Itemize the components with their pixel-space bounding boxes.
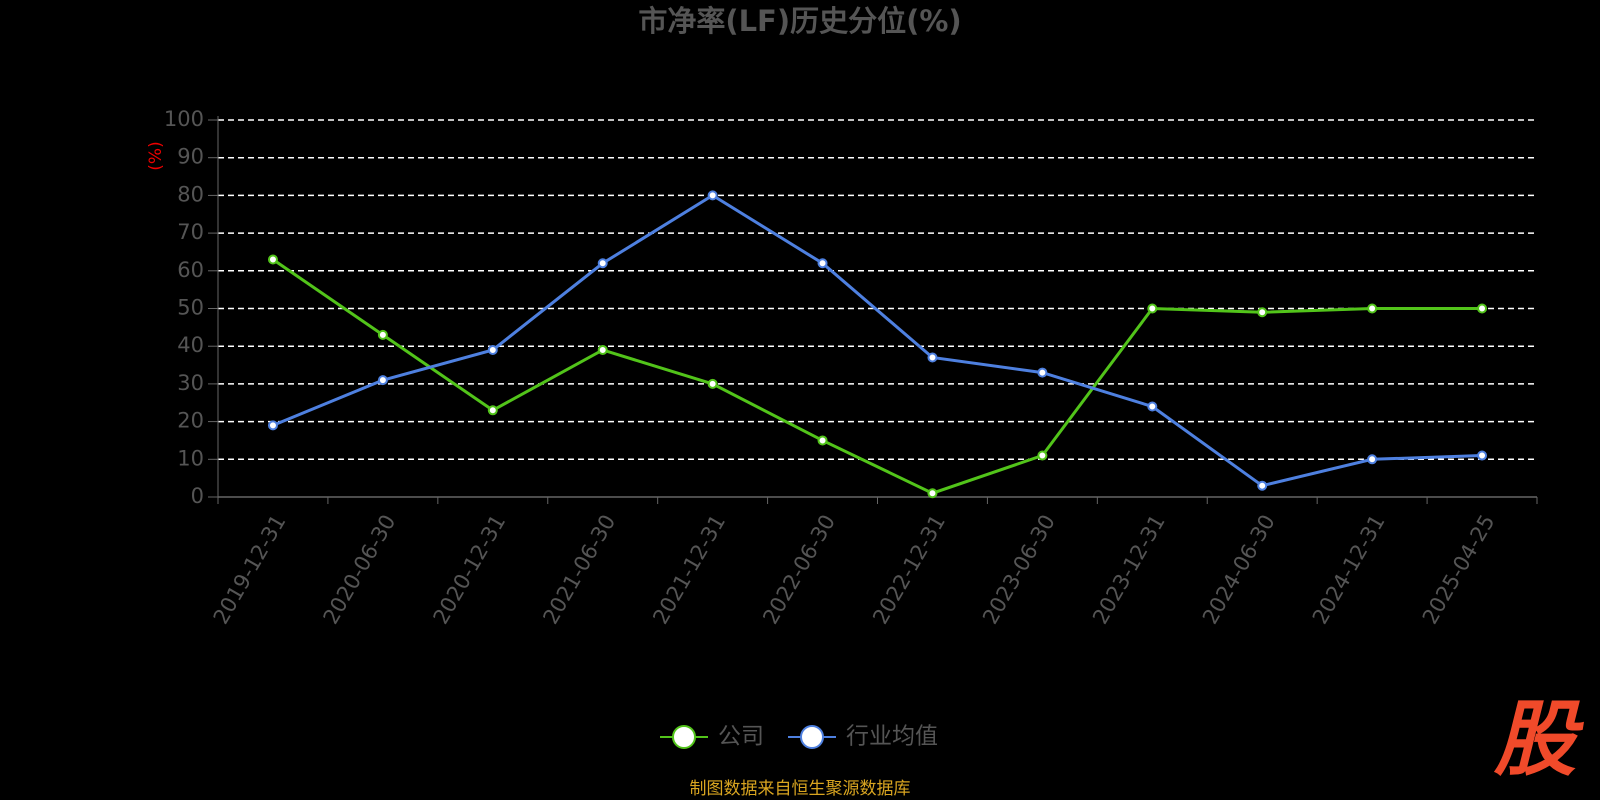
y-axis-label: (%) xyxy=(146,141,166,170)
data-point xyxy=(1257,307,1268,318)
data-point xyxy=(1037,450,1048,461)
x-tick-label: 2024-06-30 xyxy=(1198,511,1280,629)
legend-marker xyxy=(672,725,696,749)
logo: 股 xyxy=(1493,692,1584,787)
y-tick-label: 90 xyxy=(177,145,204,169)
y-tick-label: 10 xyxy=(177,446,204,470)
data-point xyxy=(1477,303,1488,314)
y-tick-label: 50 xyxy=(177,296,204,320)
y-tick-label: 0 xyxy=(191,484,204,508)
data-point xyxy=(1147,303,1158,314)
series-line xyxy=(272,193,1483,488)
x-tick-label: 2020-12-31 xyxy=(429,511,511,629)
y-tick-label: 30 xyxy=(177,371,204,395)
legend-label: 公司 xyxy=(718,724,764,750)
data-point xyxy=(377,375,388,386)
y-tick-label: 20 xyxy=(177,409,204,433)
x-tick-label: 2024-12-31 xyxy=(1308,511,1390,629)
data-point xyxy=(1477,450,1488,461)
y-tick-label: 80 xyxy=(177,182,204,206)
y-tick-label: 100 xyxy=(164,107,204,131)
data-point xyxy=(487,344,498,355)
data-point xyxy=(1257,480,1268,491)
x-tick-label: 2023-06-30 xyxy=(978,511,1060,629)
data-point xyxy=(927,488,938,499)
data-point xyxy=(1037,367,1048,378)
y-tick-label: 70 xyxy=(177,220,204,244)
data-point xyxy=(1367,303,1378,314)
x-tick-label: 2020-06-30 xyxy=(319,511,401,629)
y-tick-label: 60 xyxy=(177,258,204,282)
x-tick-label: 2023-12-31 xyxy=(1088,511,1170,629)
legend-marker xyxy=(800,725,824,749)
data-point xyxy=(927,352,938,363)
y-tick-label: 40 xyxy=(177,333,204,357)
x-tick-label: 2025-04-25 xyxy=(1418,511,1500,629)
data-point xyxy=(1367,454,1378,465)
data-point xyxy=(707,378,718,389)
data-point xyxy=(817,258,828,269)
data-point xyxy=(707,190,718,201)
chart-title: 市净率(LF)历史分位(%) xyxy=(638,4,961,38)
data-point xyxy=(1147,401,1158,412)
x-tick-label: 2021-06-30 xyxy=(538,511,620,629)
x-tick-label: 2021-12-31 xyxy=(648,511,730,629)
legend-label: 行业均值 xyxy=(846,724,938,750)
x-tick-label: 2022-12-31 xyxy=(868,511,950,629)
data-point xyxy=(377,329,388,340)
data-point xyxy=(267,420,278,431)
data-point xyxy=(267,254,278,265)
data-point xyxy=(597,344,608,355)
series-line xyxy=(272,258,1483,495)
data-point xyxy=(597,258,608,269)
footer: 制图数据来自恒生聚源数据库 xyxy=(690,779,911,799)
x-tick-label: 2022-06-30 xyxy=(758,511,840,629)
data-point xyxy=(487,405,498,416)
x-tick-label: 2019-12-31 xyxy=(209,511,291,629)
data-point xyxy=(817,435,828,446)
